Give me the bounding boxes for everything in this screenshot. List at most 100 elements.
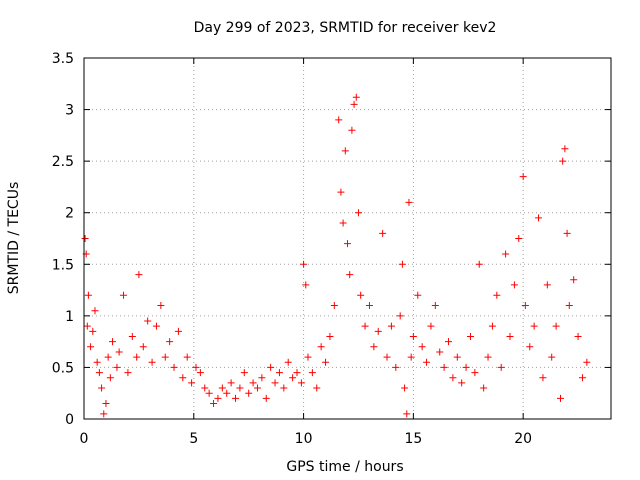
data-point bbox=[139, 343, 147, 351]
data-point bbox=[188, 379, 196, 387]
data-point bbox=[106, 374, 114, 382]
data-point bbox=[335, 116, 343, 124]
data-point bbox=[240, 369, 248, 377]
data-point bbox=[113, 363, 121, 371]
data-point bbox=[583, 358, 591, 366]
y-tick-label: 3 bbox=[65, 103, 74, 119]
data-point bbox=[519, 173, 527, 181]
data-point bbox=[302, 281, 310, 289]
data-point bbox=[81, 235, 89, 242]
data-point bbox=[379, 229, 387, 237]
data-point bbox=[475, 260, 483, 268]
data-point bbox=[506, 332, 514, 340]
x-tick-label: 15 bbox=[404, 431, 422, 447]
y-tick-label: 3.5 bbox=[52, 51, 74, 67]
data-point bbox=[346, 271, 354, 279]
data-point bbox=[466, 332, 474, 340]
data-point bbox=[284, 358, 292, 366]
y-axis-ticks: 0 0.5 1 1.5 2 2.5 3 3.5 bbox=[52, 51, 611, 428]
grid-lines bbox=[84, 58, 611, 419]
data-point bbox=[350, 100, 358, 108]
data-point bbox=[431, 302, 439, 310]
data-point bbox=[398, 260, 406, 268]
data-point bbox=[578, 374, 586, 382]
data-point bbox=[124, 369, 132, 377]
y-tick-label: 0.5 bbox=[52, 360, 74, 376]
data-point bbox=[300, 260, 308, 268]
data-point bbox=[535, 214, 543, 222]
data-point bbox=[348, 126, 356, 134]
data-point bbox=[232, 394, 240, 402]
data-point bbox=[87, 343, 95, 351]
data-point bbox=[480, 384, 488, 392]
x-axis-ticks: 0 5 10 15 20 bbox=[80, 58, 532, 447]
data-point bbox=[341, 147, 349, 155]
data-point bbox=[144, 317, 152, 325]
data-point bbox=[280, 384, 288, 392]
x-tick-label: 10 bbox=[295, 431, 313, 447]
x-tick-label: 20 bbox=[514, 431, 532, 447]
x-axis-label: GPS time / hours bbox=[286, 459, 403, 475]
data-point bbox=[275, 369, 283, 377]
data-point bbox=[262, 394, 270, 402]
data-point bbox=[84, 291, 92, 299]
data-point bbox=[133, 353, 141, 361]
data-point bbox=[365, 302, 373, 310]
data-point bbox=[128, 332, 136, 340]
data-point bbox=[418, 343, 426, 351]
data-point bbox=[293, 369, 301, 377]
data-point bbox=[497, 363, 505, 371]
data-point bbox=[574, 332, 582, 340]
data-point bbox=[337, 188, 345, 196]
data-point bbox=[218, 384, 226, 392]
data-point bbox=[317, 343, 325, 351]
data-point bbox=[484, 353, 492, 361]
data-point bbox=[267, 363, 275, 371]
data-point bbox=[148, 358, 156, 366]
data-point bbox=[392, 363, 400, 371]
data-point bbox=[205, 389, 213, 397]
data-point bbox=[214, 394, 222, 402]
data-point bbox=[488, 322, 496, 330]
data-point bbox=[157, 302, 165, 310]
data-point bbox=[396, 312, 404, 320]
data-point bbox=[253, 384, 261, 392]
data-point bbox=[322, 358, 330, 366]
data-point bbox=[210, 400, 218, 408]
data-point bbox=[245, 389, 253, 397]
data-point bbox=[109, 338, 117, 346]
data-point bbox=[436, 348, 444, 356]
data-point bbox=[401, 384, 409, 392]
data-point bbox=[556, 394, 564, 402]
data-point bbox=[339, 219, 347, 227]
data-point bbox=[344, 240, 351, 248]
data-point bbox=[93, 358, 101, 366]
data-point bbox=[174, 327, 182, 335]
data-point bbox=[152, 322, 160, 330]
data-point bbox=[409, 332, 417, 340]
y-axis-label: SRMTID / TECUs bbox=[6, 182, 22, 295]
data-point bbox=[361, 322, 369, 330]
data-point bbox=[192, 363, 200, 371]
data-point bbox=[374, 327, 382, 335]
data-point bbox=[449, 374, 457, 382]
data-point bbox=[120, 291, 128, 299]
data-point bbox=[135, 271, 143, 279]
data-point bbox=[91, 307, 99, 315]
x-tick-label: 0 bbox=[80, 431, 89, 447]
data-point bbox=[440, 363, 448, 371]
data-point bbox=[289, 374, 297, 382]
data-point bbox=[370, 343, 378, 351]
data-point bbox=[170, 363, 178, 371]
data-point bbox=[565, 302, 573, 310]
data-point bbox=[354, 209, 362, 217]
data-point bbox=[423, 358, 431, 366]
data-point bbox=[100, 410, 108, 418]
y-tick-label: 1.5 bbox=[52, 257, 74, 273]
data-series-kev2 bbox=[81, 93, 591, 418]
data-point bbox=[539, 374, 547, 382]
data-point bbox=[427, 322, 435, 330]
data-point bbox=[98, 384, 106, 392]
data-point bbox=[201, 384, 209, 392]
data-point bbox=[95, 369, 103, 377]
